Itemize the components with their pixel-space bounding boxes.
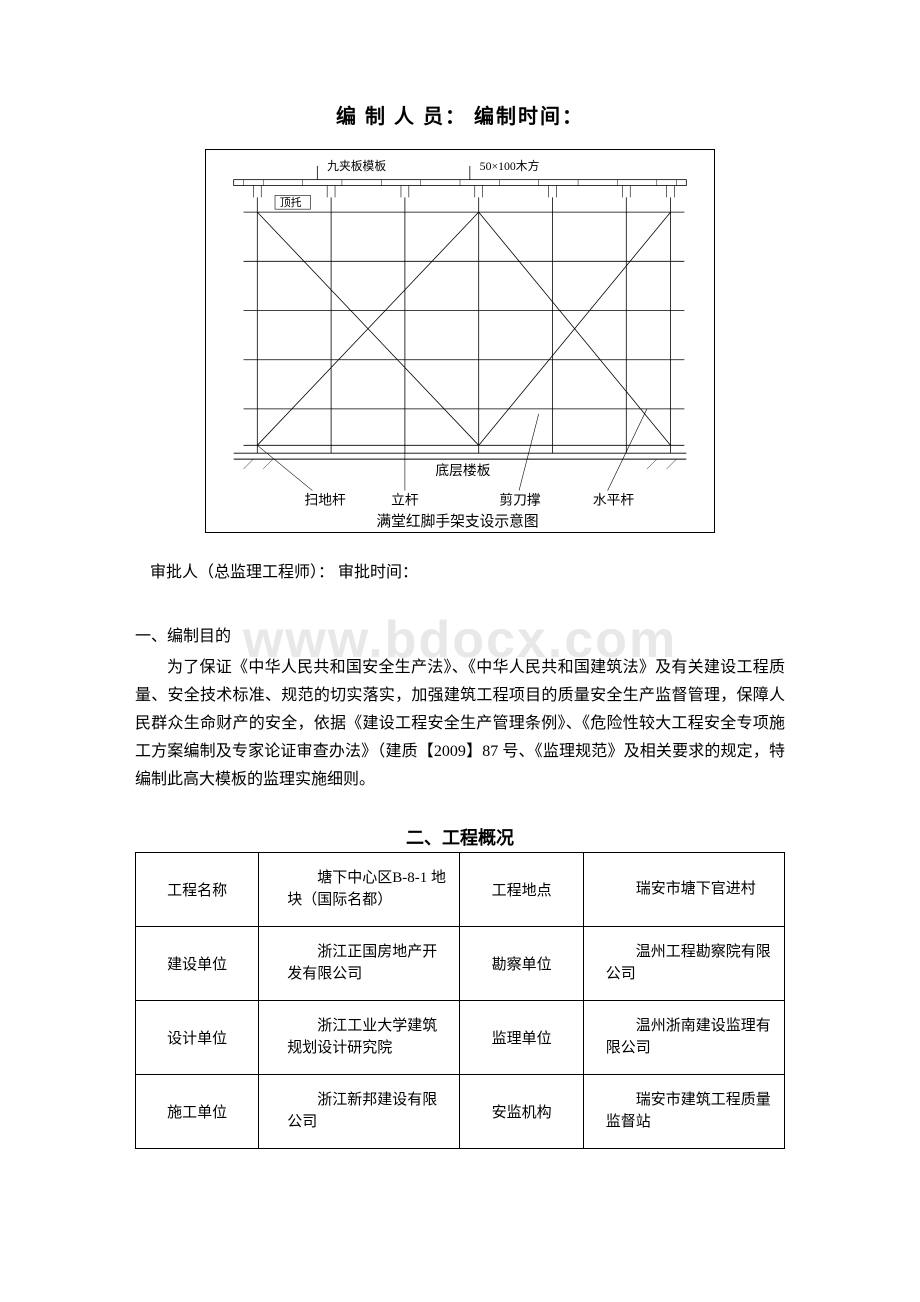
table-value: 瑞安市建筑工程质量监督站 — [583, 1074, 784, 1148]
project-info-table: 工程名称塘下中心区B-8-1 地块（国际名都）工程地点瑞安市塘下官进村建设单位浙… — [135, 852, 785, 1149]
diagram-label-dingtuo: 顶托 — [280, 195, 302, 209]
header-title: 编 制 人 员： 编制时间： — [135, 100, 785, 129]
section2-heading: 二、工程概况 — [135, 824, 785, 850]
table-label: 设计单位 — [136, 1000, 259, 1074]
table-label: 工程名称 — [136, 852, 259, 926]
diagram-caption: 满堂红脚手架支设示意图 — [376, 512, 538, 530]
table-value: 浙江新邦建设有限公司 — [259, 1074, 460, 1148]
section1-heading: 一、编制目的 — [135, 622, 785, 646]
table-row: 设计单位浙江工业大学建筑规划设计研究院监理单位温州浙南建设监理有限公司 — [136, 1000, 785, 1074]
scaffold-svg: 九夹板模板 50×100木方 — [214, 158, 706, 532]
table-row: 工程名称塘下中心区B-8-1 地块（国际名都）工程地点瑞安市塘下官进村 — [136, 852, 785, 926]
table-row: 建设单位浙江正国房地产开发有限公司勘察单位温州工程勘察院有限公司 — [136, 926, 785, 1000]
diagram-label-top-right: 50×100木方 — [480, 159, 540, 173]
diagram-label-saodi: 扫地杆 — [305, 492, 347, 507]
table-label: 勘察单位 — [460, 926, 583, 1000]
approval-line: 审批人（总监理工程师）： 审批时间： — [150, 558, 785, 582]
table-label: 安监机构 — [460, 1074, 583, 1148]
table-value: 温州工程勘察院有限公司 — [583, 926, 784, 1000]
diagram-label-ligan: 立杆 — [391, 492, 419, 507]
table-value: 浙江正国房地产开发有限公司 — [259, 926, 460, 1000]
table-row: 施工单位浙江新邦建设有限公司安监机构瑞安市建筑工程质量监督站 — [136, 1074, 785, 1148]
diagram-label-shuiping: 水平杆 — [593, 492, 635, 507]
table-value: 瑞安市塘下官进村 — [583, 852, 784, 926]
table-value: 温州浙南建设监理有限公司 — [583, 1000, 784, 1074]
document-page: 编 制 人 员： 编制时间： 九夹板模板 50×100木方 — [0, 0, 920, 1209]
table-value: 塘下中心区B-8-1 地块（国际名都） — [259, 852, 460, 926]
diagram-label-top-left: 九夹板模板 — [327, 159, 386, 173]
diagram-label-floor: 底层楼板 — [435, 463, 490, 478]
section1-body: 为了保证《中华人民共和国安全生产法》、《中华人民共和国建筑法》及有关建设工程质量… — [135, 654, 785, 794]
table-label: 工程地点 — [460, 852, 583, 926]
scaffold-diagram: 九夹板模板 50×100木方 — [205, 149, 715, 533]
diagram-label-jiandao: 剪刀撑 — [499, 492, 541, 507]
table-label: 建设单位 — [136, 926, 259, 1000]
table-value: 浙江工业大学建筑规划设计研究院 — [259, 1000, 460, 1074]
table-label: 监理单位 — [460, 1000, 583, 1074]
table-label: 施工单位 — [136, 1074, 259, 1148]
